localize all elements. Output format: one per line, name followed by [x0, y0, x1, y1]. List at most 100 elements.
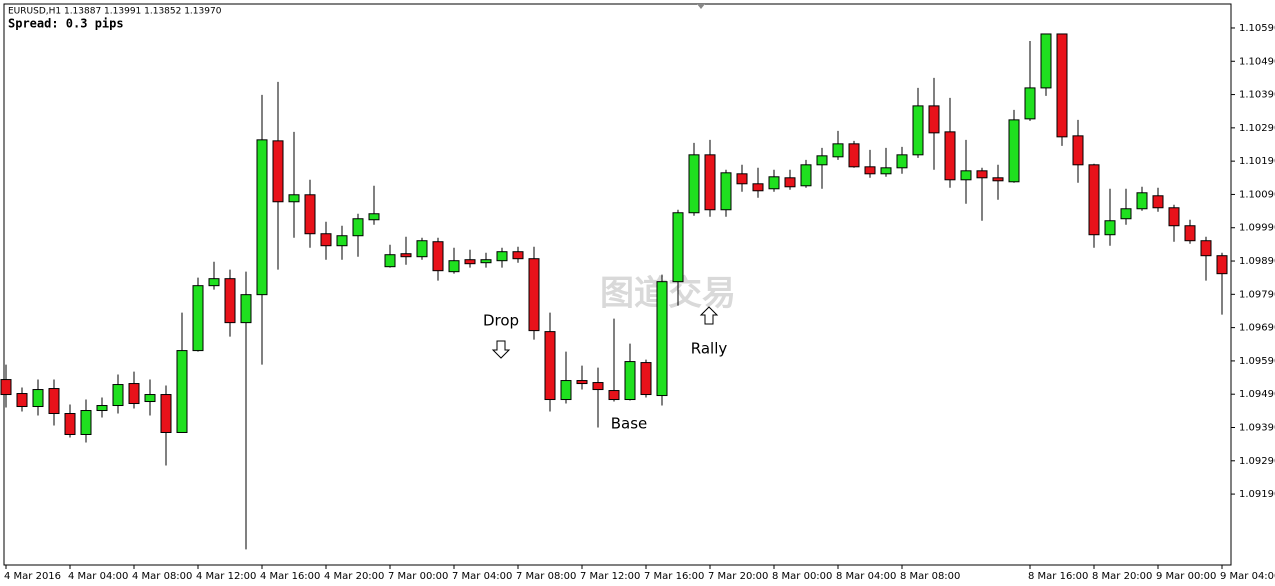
y-tick-label: 1.10290	[1239, 123, 1275, 134]
candle-body	[256, 139, 268, 296]
candle-body	[992, 177, 1004, 182]
candle-body	[976, 170, 988, 179]
y-tick-label: 1.10090	[1239, 189, 1275, 200]
candle-body	[864, 166, 876, 175]
x-tick-label: 4 Mar 2016	[4, 571, 61, 582]
y-tick-label: 1.09890	[1239, 256, 1275, 267]
symbol-line: EURUSD,H1 1.13887 1.13991 1.13852 1.1397…	[8, 7, 222, 17]
x-tick-label: 8 Mar 08:00	[900, 571, 960, 582]
drop-arrow	[491, 340, 511, 359]
candle-body	[0, 379, 12, 396]
x-tick-label: 7 Mar 20:00	[708, 571, 768, 582]
candle-body	[192, 285, 204, 352]
candle-body	[416, 240, 428, 258]
candle-body	[400, 253, 412, 258]
candle-body	[480, 259, 492, 264]
candle-body	[144, 394, 156, 403]
candle-body	[848, 143, 860, 168]
candle-body	[288, 194, 300, 203]
base-label: Base	[611, 415, 648, 433]
candle-body	[1200, 240, 1212, 257]
x-tick-label: 9 Mar 04:00	[1220, 571, 1275, 582]
candle-body	[1184, 225, 1196, 242]
candle-body	[1024, 87, 1036, 120]
candle-body	[768, 176, 780, 190]
candle-body	[384, 254, 396, 268]
candle-body	[448, 260, 460, 273]
candle-body	[304, 194, 316, 235]
candle-body	[576, 380, 588, 385]
candle-body	[1168, 207, 1180, 227]
candle-body	[784, 177, 796, 188]
candle-body	[224, 278, 236, 324]
candle-body	[368, 213, 380, 221]
x-tick-label: 4 Mar 04:00	[68, 571, 128, 582]
candle-body	[528, 258, 540, 332]
candle-body	[512, 251, 524, 260]
drop-label: Drop	[483, 312, 519, 330]
candle-body	[320, 233, 332, 247]
x-tick-label: 4 Mar 20:00	[324, 571, 384, 582]
y-tick-label: 1.09590	[1239, 356, 1275, 367]
y-tick-label: 1.10190	[1239, 156, 1275, 167]
x-tick-label: 7 Mar 16:00	[644, 571, 704, 582]
candle-body	[960, 170, 972, 181]
candle-body	[880, 167, 892, 175]
x-tick-label: 7 Mar 04:00	[452, 571, 512, 582]
x-tick-label: 8 Mar 00:00	[772, 571, 832, 582]
candle-body	[720, 172, 732, 211]
candle-body	[912, 105, 924, 156]
candle-body	[32, 389, 44, 408]
x-tick-label: 7 Mar 08:00	[516, 571, 576, 582]
x-tick-label: 4 Mar 12:00	[196, 571, 256, 582]
candle-body	[160, 394, 172, 433]
candle-body	[800, 164, 812, 187]
candle-body	[48, 388, 60, 415]
candle-body	[1040, 33, 1052, 89]
candle-body	[560, 380, 572, 401]
rally-arrow	[699, 306, 719, 325]
candle-body	[736, 173, 748, 185]
candle-body	[1072, 135, 1084, 166]
candle-body	[80, 410, 92, 435]
y-tick-label: 1.09490	[1239, 389, 1275, 400]
x-tick-label: 8 Mar 20:00	[1092, 571, 1152, 582]
candle-body	[896, 154, 908, 169]
candle-body	[496, 251, 508, 262]
candle-body	[752, 183, 764, 192]
candle-body	[928, 105, 940, 134]
candle-body	[640, 362, 652, 396]
candle-body	[1120, 208, 1132, 220]
candle-body	[208, 278, 220, 287]
rally-label: Rally	[691, 340, 728, 358]
candle-body	[240, 294, 252, 324]
candle-body	[656, 281, 668, 397]
candle-body	[544, 331, 556, 401]
x-tick-label: 7 Mar 12:00	[580, 571, 640, 582]
candle-body	[1216, 255, 1228, 275]
y-tick-label: 1.09290	[1239, 456, 1275, 467]
candle-body	[944, 131, 956, 181]
x-tick-label: 9 Mar 00:00	[1156, 571, 1216, 582]
candle-body	[816, 155, 828, 166]
candle-body	[96, 405, 108, 412]
candle-body	[352, 218, 364, 237]
spread-line: Spread: 0.3 pips	[8, 17, 124, 31]
x-tick-label: 7 Mar 00:00	[388, 571, 448, 582]
candle-body	[1056, 33, 1068, 138]
x-tick-label: 4 Mar 08:00	[132, 571, 192, 582]
candle-body	[432, 241, 444, 272]
candle-body	[672, 212, 684, 283]
candle-body	[112, 384, 124, 407]
candle-body	[1088, 164, 1100, 236]
y-tick-label: 1.10390	[1239, 90, 1275, 101]
candle-body	[592, 382, 604, 391]
candle-body	[16, 393, 28, 408]
candle-body	[1104, 220, 1116, 236]
candle-body	[176, 350, 188, 433]
candle-body	[128, 383, 140, 405]
candle-body	[704, 154, 716, 211]
candle-body	[1136, 192, 1148, 210]
y-tick-label: 1.09690	[1239, 323, 1275, 334]
candle-body	[1008, 119, 1020, 183]
